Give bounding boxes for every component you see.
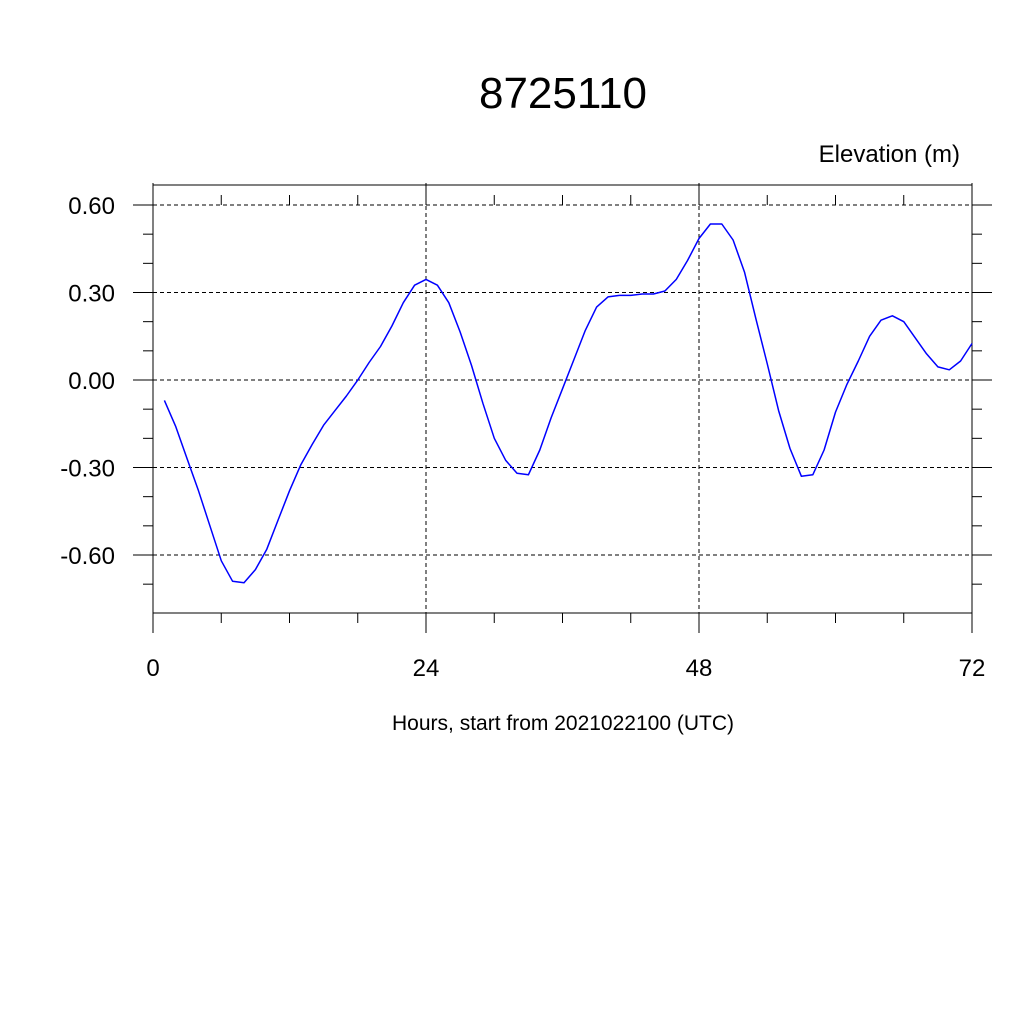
- x-tick-label: 0: [146, 655, 159, 682]
- plot-area: 0.60 0.30 0.00 -0.30 -0.60 0 24 48 72: [60, 183, 992, 682]
- elevation-series-line: [163, 223, 973, 584]
- x-tick-label: 24: [413, 655, 440, 682]
- y-tick-label: -0.60: [60, 543, 115, 570]
- y-tick-label: 0.00: [68, 368, 115, 395]
- x-axis-label: Hours, start from 2021022100 (UTC): [392, 712, 734, 735]
- y-tick-label: 0.30: [68, 281, 115, 308]
- y-tick-label: 0.60: [68, 193, 115, 220]
- x-tick-label: 72: [959, 655, 986, 682]
- x-tick-label: 48: [686, 655, 713, 682]
- chart-title: 8725110: [479, 69, 647, 118]
- units-label: Elevation (m): [819, 141, 960, 168]
- y-tick-label: -0.30: [60, 456, 115, 483]
